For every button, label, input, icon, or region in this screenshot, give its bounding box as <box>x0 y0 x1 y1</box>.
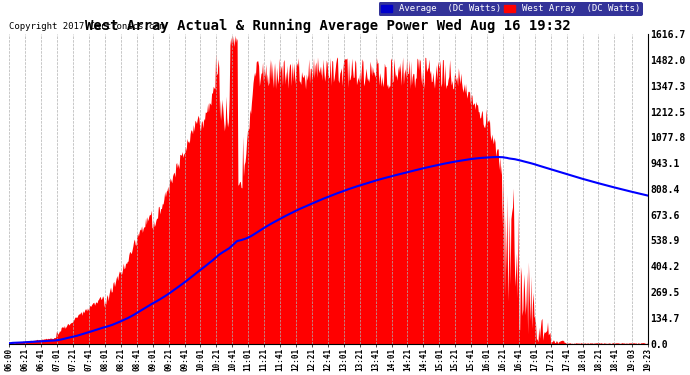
Title: West Array Actual & Running Average Power Wed Aug 16 19:32: West Array Actual & Running Average Powe… <box>86 19 571 33</box>
Legend: Average  (DC Watts), West Array  (DC Watts): Average (DC Watts), West Array (DC Watts… <box>379 2 643 16</box>
Text: Copyright 2017 Cartronics.com: Copyright 2017 Cartronics.com <box>9 22 164 31</box>
